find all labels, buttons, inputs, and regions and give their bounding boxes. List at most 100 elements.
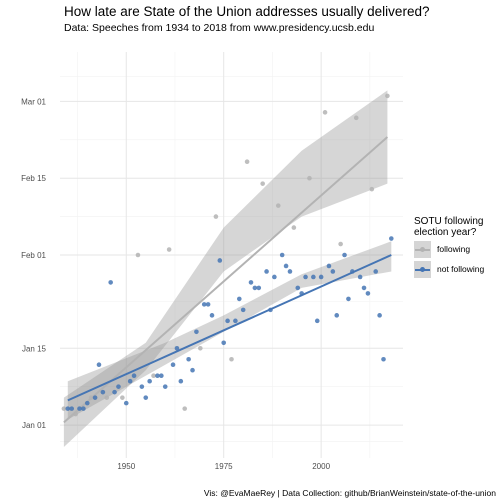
data-point-not-following (190, 367, 195, 373)
data-point-not-following (318, 274, 324, 280)
y-tick-labels: Jan 01 Jan 15 Feb 01 Feb 15 Mar 01 (21, 97, 46, 430)
data-point-not-following (334, 313, 340, 318)
x-tick-label: 1975 (215, 462, 233, 471)
data-point-not-following (248, 280, 254, 285)
confidence-band-following (63, 90, 388, 448)
data-point-following (353, 115, 359, 121)
data-point-not-following (272, 274, 277, 280)
data-points (61, 93, 394, 417)
grid-major (60, 52, 403, 458)
x-tick-labels: 1950 1975 2000 (117, 462, 330, 471)
y-tick-label: Feb 01 (21, 251, 46, 260)
data-point-not-following (326, 263, 332, 269)
data-point-following (182, 406, 188, 411)
data-point-not-following (155, 373, 160, 379)
data-point-following (120, 395, 125, 400)
data-point-not-following (81, 406, 86, 411)
data-point-not-following (264, 269, 269, 274)
data-point-not-following (127, 378, 133, 384)
data-point-following (104, 395, 110, 400)
fit-line-not-following (67, 254, 392, 402)
data-point-not-following (365, 291, 371, 296)
data-point-not-following (178, 378, 184, 384)
data-point-not-following (357, 274, 363, 280)
confidence-bands (63, 90, 392, 448)
data-point-following (307, 175, 312, 181)
data-point-not-following (233, 318, 238, 324)
data-point-not-following (303, 274, 308, 280)
data-point-not-following (252, 285, 258, 291)
data-point-not-following (373, 269, 379, 274)
data-point-following (338, 241, 343, 247)
legend-dot-following (420, 246, 425, 252)
data-point-following (369, 186, 375, 192)
legend-title: SOTU following election year? (414, 216, 484, 238)
data-point-following (275, 203, 281, 208)
data-point-not-following (361, 285, 367, 291)
chart-title: How late are State of the Union addresse… (64, 4, 430, 19)
data-point-not-following (295, 285, 301, 291)
data-point-not-following (240, 307, 246, 313)
data-point-not-following (350, 269, 355, 274)
y-tick-label: Feb 15 (21, 174, 46, 183)
data-point-not-following (170, 362, 176, 368)
data-point-following (213, 214, 219, 219)
data-point-not-following (116, 384, 121, 389)
data-point-not-following (162, 384, 168, 389)
data-point-not-following (209, 313, 215, 318)
data-point-not-following (342, 252, 347, 258)
data-point-following (260, 181, 265, 186)
data-point-not-following (346, 296, 351, 302)
confidence-band-not-following (67, 241, 392, 420)
data-point-not-following (217, 258, 223, 263)
data-point-not-following (123, 400, 129, 406)
y-tick-label: Jan 01 (22, 421, 47, 430)
data-point-not-following (100, 389, 106, 395)
data-point-following (385, 93, 390, 99)
y-tick-label: Mar 01 (21, 97, 46, 106)
data-point-not-following (174, 345, 180, 351)
x-tick-label: 1950 (117, 462, 135, 471)
data-point-not-following (96, 362, 102, 368)
fit-line-following (63, 136, 389, 424)
data-point-not-following (381, 356, 386, 362)
data-point-not-following (84, 400, 90, 406)
data-point-not-following (69, 406, 74, 411)
data-point-following (61, 406, 67, 411)
data-point-not-following (225, 318, 230, 324)
y-tick-label: Jan 15 (22, 344, 47, 353)
data-point-following (291, 225, 297, 230)
data-point-following (88, 395, 94, 400)
legend-item-not-following: not following (414, 260, 504, 278)
data-point-following (135, 252, 141, 258)
data-point-not-following (283, 263, 289, 269)
data-point-not-following (389, 236, 394, 241)
legend-key-following (414, 240, 431, 258)
legend-key-not-following (414, 260, 431, 278)
data-point-not-following (377, 313, 382, 318)
data-point-not-following (221, 340, 227, 346)
fit-lines (63, 136, 392, 424)
data-point-not-following (299, 291, 304, 296)
legend-dot-not-following (420, 266, 425, 272)
legend: SOTU following election year? following … (414, 216, 504, 278)
data-point-following (166, 247, 172, 252)
data-point-not-following (131, 373, 137, 379)
x-tick-label: 2000 (312, 462, 330, 471)
data-point-not-following (256, 285, 262, 291)
data-point-not-following (236, 296, 242, 302)
data-point-following (322, 110, 328, 115)
data-point-not-following (65, 406, 71, 411)
data-point-not-following (268, 307, 273, 313)
data-point-not-following (159, 373, 164, 379)
data-point-not-following (108, 280, 113, 285)
data-point-not-following (314, 318, 320, 324)
data-point-following (244, 159, 250, 165)
data-point-not-following (186, 356, 191, 362)
data-point-following (229, 356, 234, 362)
data-point-not-following (279, 252, 285, 258)
data-point-not-following (92, 395, 98, 400)
data-point-following (151, 373, 156, 379)
data-point-not-following (194, 329, 199, 335)
